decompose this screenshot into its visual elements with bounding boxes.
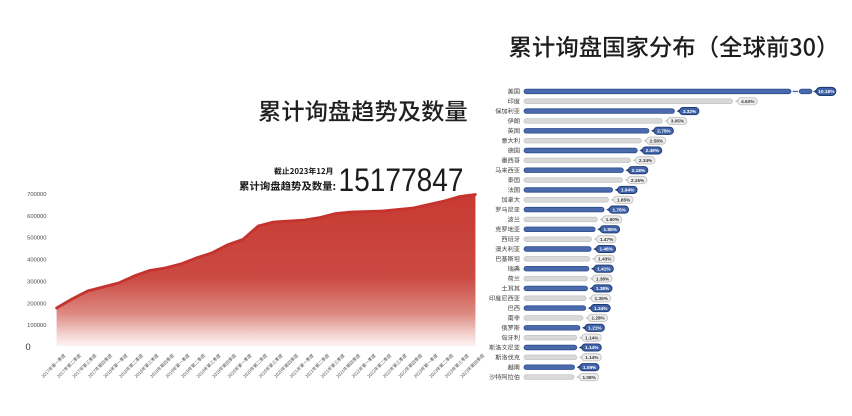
svg-text:4.62%: 4.62% [741, 99, 755, 104]
svg-text:10.18%: 10.18% [818, 89, 835, 95]
svg-text:1.85%: 1.85% [617, 197, 631, 202]
svg-text:1.14%: 1.14% [585, 345, 599, 350]
svg-text:200000: 200000 [27, 301, 46, 307]
svg-text:1.41%: 1.41% [597, 266, 611, 271]
svg-text:2.49%: 2.49% [646, 148, 660, 153]
svg-text:1.34%: 1.34% [594, 306, 608, 311]
svg-text:1.21%: 1.21% [588, 326, 602, 331]
svg-text:2.18%: 2.18% [632, 168, 646, 173]
svg-text:1.60%: 1.60% [606, 217, 620, 222]
svg-text:2.34%: 2.34% [639, 158, 653, 163]
svg-text:1.14%: 1.14% [585, 335, 599, 340]
svg-text:1.28%: 1.28% [591, 316, 605, 321]
svg-text:1.55%: 1.55% [604, 227, 618, 232]
svg-text:1.35%: 1.35% [595, 296, 609, 301]
svg-text:2.75%: 2.75% [657, 129, 671, 134]
svg-text:0: 0 [26, 342, 31, 352]
svg-text:3.05%: 3.05% [671, 119, 685, 124]
svg-text:2.58%: 2.58% [650, 138, 664, 143]
svg-text:1.38%: 1.38% [596, 276, 610, 281]
svg-text:2.16%: 2.16% [631, 178, 645, 183]
svg-text:300000: 300000 [27, 279, 46, 285]
svg-text:1.46%: 1.46% [600, 247, 614, 252]
svg-text:3.32%: 3.32% [683, 109, 697, 114]
svg-text:1.09%: 1.09% [583, 365, 597, 370]
svg-text:700000: 700000 [27, 192, 46, 198]
svg-text:1.14%: 1.14% [585, 355, 599, 360]
svg-text:600000: 600000 [27, 214, 46, 220]
svg-text:1.94%: 1.94% [621, 188, 635, 193]
svg-text:1.75%: 1.75% [613, 207, 627, 212]
svg-text:1.43%: 1.43% [598, 257, 612, 262]
svg-text:1.38%: 1.38% [596, 286, 610, 291]
svg-text:400000: 400000 [27, 258, 46, 264]
svg-text:1.47%: 1.47% [600, 237, 614, 242]
svg-text:15177847: 15177847 [339, 162, 464, 198]
svg-text:1.08%: 1.08% [582, 375, 596, 380]
svg-text:100000: 100000 [27, 323, 46, 329]
svg-text:500000: 500000 [27, 236, 46, 242]
